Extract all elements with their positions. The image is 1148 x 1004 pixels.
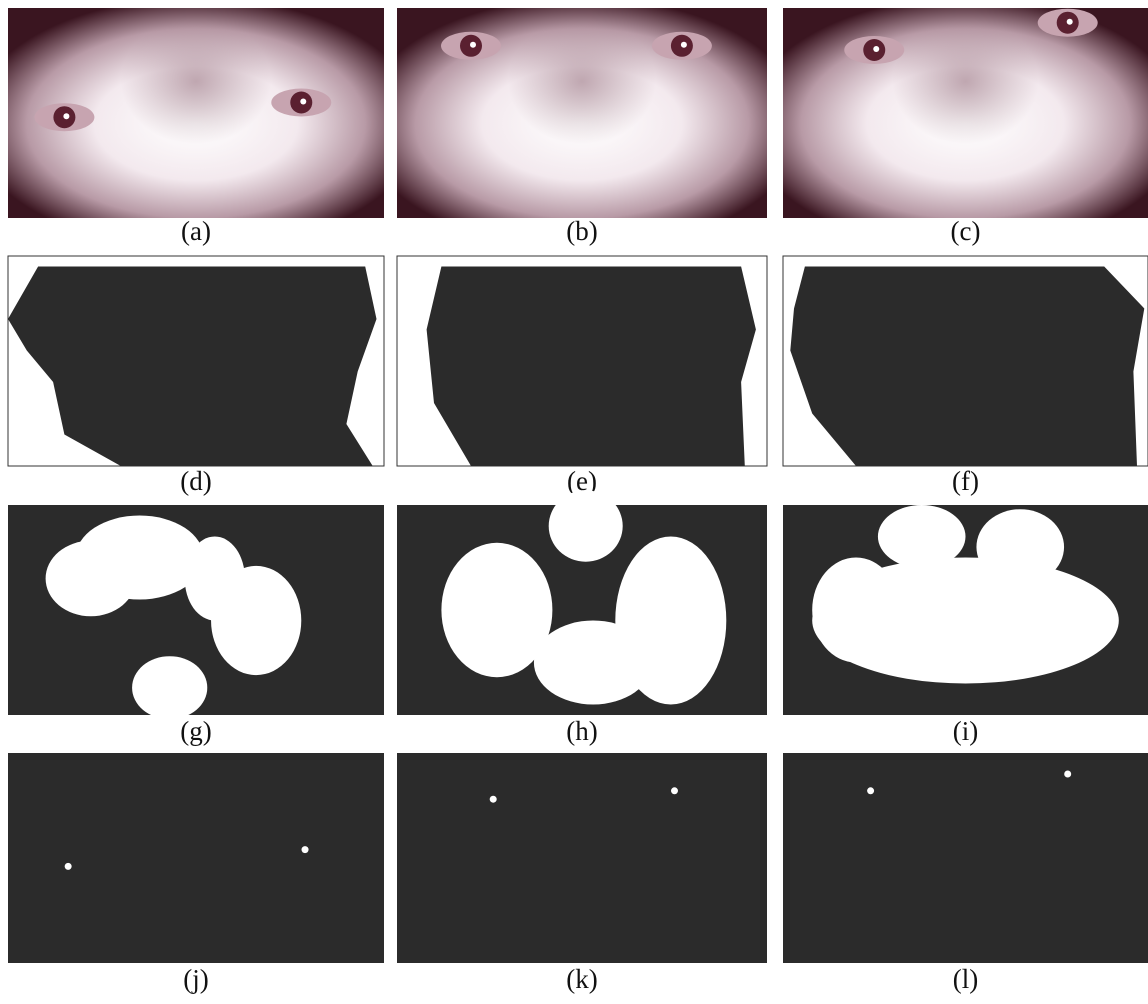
pupil-dot [671, 787, 678, 794]
glint [1067, 19, 1073, 25]
panel: (i) [783, 505, 1148, 746]
mask-region [812, 558, 900, 663]
panel: (k) [397, 753, 767, 994]
panel-label: (d) [180, 466, 211, 496]
panel: (b) [397, 8, 767, 246]
panel-label: (c) [951, 216, 981, 246]
panel-label: (b) [566, 216, 597, 246]
mask-bg [783, 753, 1148, 963]
panel: (c) [783, 8, 1148, 246]
panel: (e) [397, 256, 767, 496]
pupil-dot [302, 846, 309, 853]
pupil-dot [867, 787, 874, 794]
glint [681, 42, 687, 48]
mask-region [534, 621, 652, 705]
mask-region [878, 505, 966, 568]
panel: (d) [8, 256, 384, 496]
panel-label: (h) [566, 716, 597, 746]
mask-region [132, 656, 207, 719]
panel-label: (a) [181, 216, 211, 246]
pupil-dot [490, 796, 497, 803]
panel-label: (i) [953, 716, 978, 746]
mask-region [549, 490, 623, 561]
panel-label: (g) [180, 716, 211, 746]
mask-region [976, 509, 1064, 585]
mask-region [790, 267, 1144, 467]
panel: (g) [8, 505, 384, 746]
panel: (l) [783, 753, 1148, 994]
photo-shade [893, 19, 1039, 145]
panel-label: (k) [566, 964, 597, 994]
mask-bg [397, 753, 767, 963]
mask-region [427, 267, 756, 467]
panel-label: (j) [183, 964, 208, 994]
panel-label: (f) [952, 466, 979, 496]
glint [470, 42, 476, 48]
photo-shade [508, 19, 656, 145]
glint [63, 113, 69, 119]
panel-label: (l) [953, 964, 978, 994]
mask-region [46, 541, 136, 617]
panel: (a) [8, 8, 384, 246]
pupil-dot [65, 863, 72, 870]
glint [873, 46, 879, 52]
photo-shade [121, 19, 271, 145]
mask-region [185, 537, 245, 621]
pupil-dot [1064, 771, 1071, 778]
panel: (f) [783, 256, 1148, 496]
panel: (h) [397, 490, 767, 746]
glint [300, 99, 306, 105]
panel: (j) [8, 753, 384, 994]
page: (a)(b)(c)(d)(e)(f)(g)(h)(i)(j)(k)(l) (()… [0, 0, 1148, 1004]
figure: (a) (b) (c) (d) (e) (f) (g) (h) (i) (j) (k) (l) [0, 0, 1148, 1004]
mask-bg [8, 753, 384, 963]
